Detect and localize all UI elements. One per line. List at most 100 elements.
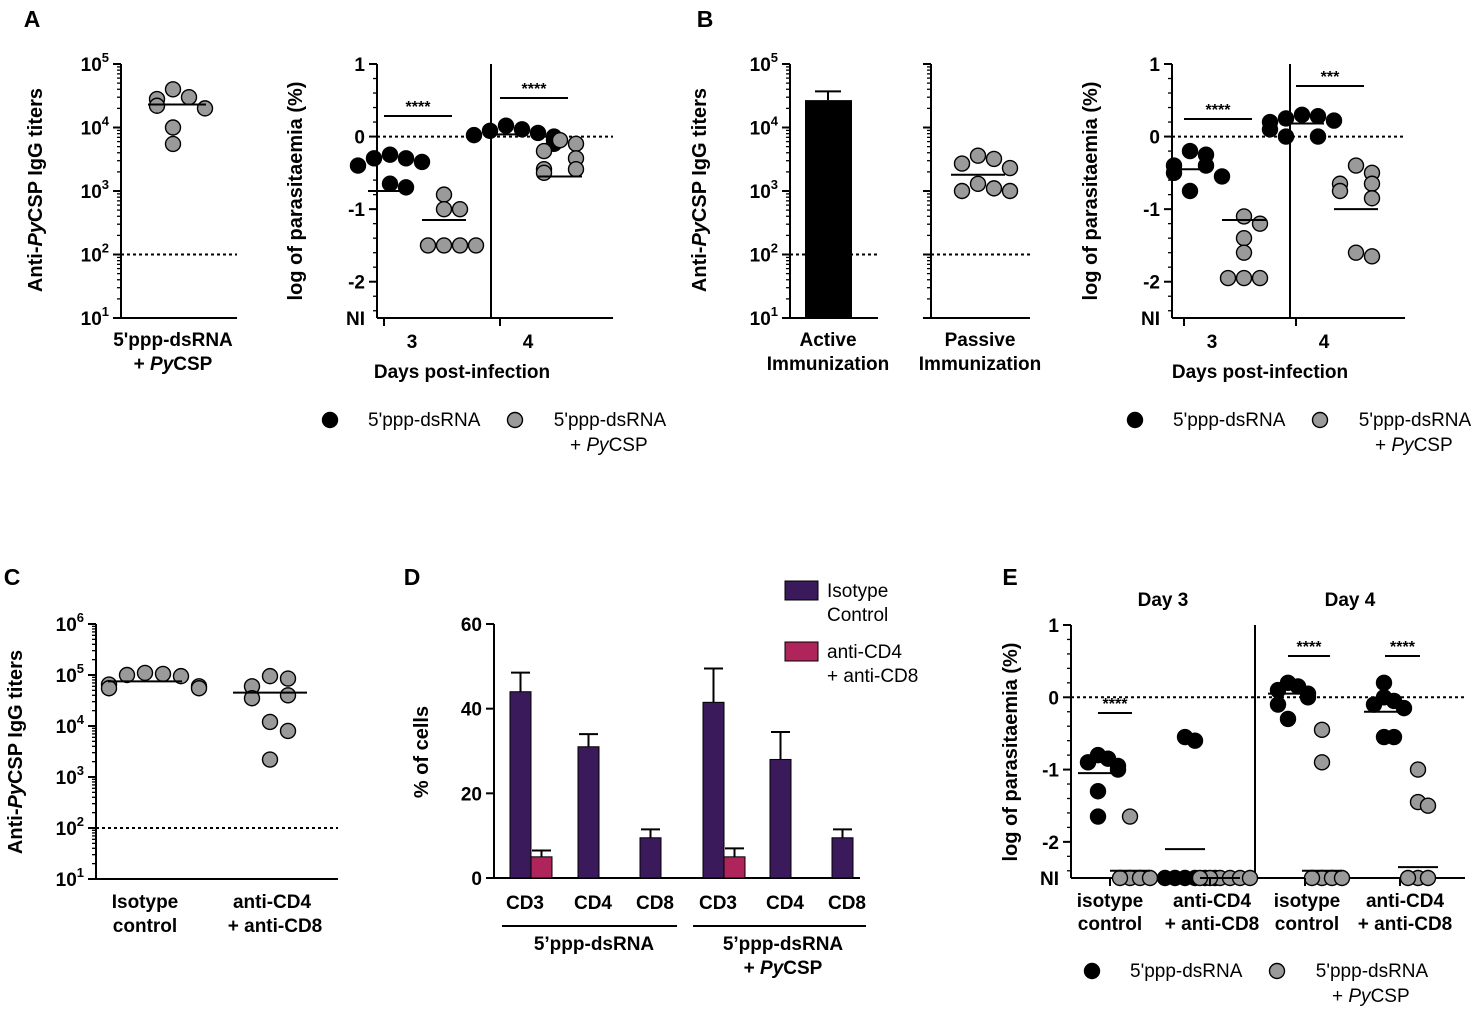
e-legend-csp-marker (1268, 962, 1286, 980)
e-point (1313, 754, 1331, 771)
a-right-point (529, 124, 547, 142)
a-right-point (481, 122, 499, 139)
c-point (172, 667, 190, 685)
b-right-x-label-3: 3 (1207, 332, 1218, 353)
b-left-tick-label: 102 (750, 241, 778, 267)
a-right-point (551, 131, 569, 149)
d-legend-isotype: Isotype (827, 581, 888, 602)
a-right-tick-label: 1 (354, 55, 365, 76)
d-bar-isotype (702, 701, 725, 879)
b-left-y-title: Anti-PyCSP IgG titers (689, 88, 711, 292)
a-right-sig-label: **** (406, 99, 432, 116)
b-left-tick-label: 104 (750, 114, 779, 140)
c-point (118, 666, 136, 684)
e-facet-day4: Day 4 (1325, 590, 1376, 611)
a-right-point (397, 150, 415, 167)
c-point (243, 690, 261, 707)
e-point (1141, 869, 1159, 887)
b-right-tick-label: 0 (1149, 128, 1160, 149)
a-right-point (349, 157, 367, 174)
b-legend-dsrna: 5'ppp-dsRNA (1173, 410, 1286, 431)
b-legend-csp-2: + PyCSP (1375, 435, 1453, 456)
a-right-y-title: log of parasitaemia (%) (285, 82, 307, 301)
b-right-point (1331, 182, 1349, 200)
a-right-x-title: Days post-infection (374, 362, 550, 383)
b-right-tick-label: -1 (1143, 200, 1160, 221)
a-left-tick-label: 105 (81, 50, 109, 76)
e-legend-dsrna-marker (1083, 962, 1101, 980)
b-right-point (1363, 175, 1381, 192)
c-point (261, 713, 279, 731)
a-right-x-label-4: 4 (523, 332, 534, 353)
b-right-point (1277, 128, 1295, 145)
a-left-y-title: Anti-PyCSP IgG titers (25, 88, 47, 292)
d-tick-label: 20 (461, 784, 482, 805)
a-right-sig-label: **** (522, 81, 548, 98)
e-point (1375, 674, 1393, 692)
a-right-point (419, 237, 437, 254)
e-xlabel-2b: + anti-CD8 (1165, 914, 1260, 935)
b-legend-dsrna-marker (1126, 411, 1144, 429)
panel-label-B: B (697, 6, 714, 32)
e-point (1186, 732, 1204, 749)
c-point (154, 665, 172, 683)
c-point (100, 680, 118, 697)
b-right-point (1181, 142, 1199, 160)
a-right-ni-label: NI (346, 309, 365, 330)
a-legend-dsrna-marker (321, 411, 339, 429)
a-right-point (465, 126, 483, 144)
b-right-point (1347, 157, 1365, 174)
e-point (1109, 761, 1127, 778)
d-group-label-1: 5’ppp-dsRNA (534, 934, 655, 955)
a-right-tick-label: -2 (348, 273, 365, 294)
b-mid-xlabel: Passive (945, 330, 1016, 351)
e-point (1121, 808, 1139, 825)
b-right-ni-label: NI (1141, 309, 1160, 330)
e-ni-label: NI (1040, 869, 1059, 890)
b-mid-point (1001, 182, 1019, 200)
e-xlabel-1b: control (1078, 914, 1142, 935)
e-xlabel-4: anti-CD4 (1366, 891, 1445, 912)
c-point (279, 670, 297, 687)
b-right-point (1277, 110, 1295, 127)
b-left-bar (805, 100, 852, 318)
e-day4-anti-sig-label: **** (1390, 639, 1416, 656)
e-xlabel-2: anti-CD4 (1173, 891, 1252, 912)
c-tick-label: 102 (56, 814, 84, 840)
d-bar-isotype (577, 746, 600, 879)
a-right-point (435, 237, 453, 254)
a-left-point (180, 89, 198, 106)
b-right-point (1363, 248, 1381, 265)
a-right-point (467, 237, 485, 254)
a-right-point (397, 179, 415, 196)
c-xlabel-2: anti-CD4 (233, 892, 312, 913)
a-left-point (196, 100, 214, 117)
b-right-point (1363, 190, 1381, 207)
c-tick-label: 103 (56, 763, 84, 789)
b-mid-point (985, 180, 1003, 197)
a-right-point (435, 200, 453, 218)
d-legend-anti-swatch (784, 641, 819, 662)
b-right-point (1309, 108, 1327, 125)
c-tick-label: 101 (56, 865, 84, 891)
a-right-point (435, 186, 453, 203)
e-day4-sig-label: **** (1297, 639, 1323, 656)
e-point (1079, 754, 1097, 771)
a-right-point (535, 142, 553, 160)
b-left-tick-label: 105 (750, 50, 778, 76)
b-right-point (1309, 128, 1327, 145)
d-group-label-2b: + PyCSP (744, 958, 823, 979)
d-x-label: CD3 (506, 893, 544, 914)
panel-label-E: E (1002, 564, 1017, 590)
b-right-x-label-4: 4 (1319, 332, 1330, 353)
e-point (1385, 728, 1403, 746)
b-right-point (1235, 229, 1253, 247)
a-right-x-label-3: 3 (407, 332, 418, 353)
a-legend-dsrna: 5'ppp-dsRNA (368, 410, 481, 431)
b-right-point (1347, 244, 1365, 261)
d-x-label: CD8 (636, 893, 674, 914)
b-mid-xlabel-2: Immunization (919, 354, 1041, 375)
b-left-tick-label: 101 (750, 304, 778, 330)
b-right-point (1181, 182, 1199, 200)
